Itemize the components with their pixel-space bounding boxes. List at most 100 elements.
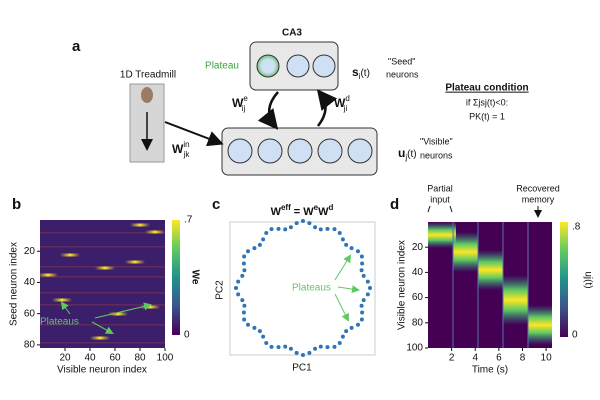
colorbar-tick-label: 0	[184, 330, 190, 341]
text-part: e	[314, 203, 319, 212]
y-tick-label: 20	[412, 242, 424, 253]
point	[307, 221, 312, 226]
point	[252, 246, 257, 251]
colorbar-label: uj(t)	[582, 271, 593, 288]
x-tick-label: 80	[134, 353, 146, 364]
point	[344, 329, 349, 334]
streak	[60, 253, 80, 257]
arrow	[91, 321, 114, 334]
x-axis-label: PC1	[292, 363, 312, 374]
point	[337, 340, 342, 345]
point	[313, 346, 318, 351]
neuron	[317, 138, 343, 164]
y-tick-label: 40	[412, 267, 424, 278]
point	[242, 317, 247, 322]
neuron	[287, 138, 313, 164]
point	[313, 225, 318, 230]
seed-suffix: neurons	[386, 69, 419, 79]
point	[318, 344, 323, 349]
point	[360, 310, 365, 315]
text-part: W	[271, 206, 282, 218]
point	[240, 298, 245, 303]
text-part: = W	[291, 206, 315, 218]
point	[301, 219, 305, 223]
point	[361, 298, 366, 303]
text-part: e	[243, 94, 248, 103]
point	[365, 279, 370, 284]
neuron	[227, 138, 253, 164]
text-part: d	[345, 94, 349, 103]
y-tick-label: 40	[24, 277, 36, 288]
condition-line: PK(t) = 1	[469, 111, 505, 121]
neuron	[347, 138, 373, 164]
x-tick-label: 10	[541, 353, 553, 364]
text-part: i	[359, 72, 361, 81]
ca3-title: CA3	[282, 28, 302, 39]
point	[252, 325, 257, 330]
row	[40, 342, 165, 344]
point	[359, 268, 364, 273]
colorbar-label: We	[189, 270, 200, 285]
arrow	[164, 121, 224, 147]
point	[257, 242, 262, 247]
point	[283, 344, 288, 349]
point	[355, 322, 360, 327]
point	[340, 334, 345, 339]
activity	[503, 275, 528, 325]
point	[355, 249, 360, 254]
y-tick-label: 60	[412, 292, 424, 303]
panel-label: a	[72, 38, 81, 55]
bracket	[427, 205, 453, 213]
y-tick-label: 80	[24, 340, 36, 351]
row	[40, 304, 165, 306]
point	[264, 231, 269, 236]
y-tick-label: 100	[406, 343, 423, 354]
row	[40, 292, 165, 294]
point	[236, 292, 241, 297]
arrow	[334, 254, 352, 281]
colorbar	[172, 220, 180, 335]
neuron	[257, 138, 283, 164]
activity	[428, 222, 456, 248]
point	[337, 231, 342, 236]
text-part: eff	[281, 203, 291, 212]
x-tick-label: 40	[84, 353, 96, 364]
colorbar-tick-label: 0	[572, 330, 578, 341]
panel-label: d	[390, 196, 399, 213]
point	[242, 254, 247, 259]
visible-suffix: neurons	[420, 150, 453, 160]
neuron	[312, 54, 336, 78]
point	[340, 237, 345, 242]
text-part: W	[318, 206, 329, 218]
point	[332, 344, 337, 349]
text-part: ij	[242, 104, 246, 113]
y-tick-label: 60	[24, 308, 36, 319]
row	[40, 246, 165, 248]
activity	[453, 232, 478, 272]
streak	[95, 266, 115, 270]
arrow	[257, 91, 279, 130]
point	[261, 237, 266, 242]
x-axis-label: Visible neuron index	[57, 365, 147, 376]
row	[40, 324, 165, 326]
streak	[90, 336, 110, 340]
streak	[145, 230, 165, 234]
text-part: in	[183, 140, 189, 149]
streak	[130, 223, 150, 227]
visible-name: "Visible"	[420, 136, 453, 146]
annotation: memory	[522, 194, 555, 204]
point	[242, 268, 247, 273]
x-tick-label: 100	[157, 353, 174, 364]
x-tick-label: 2	[449, 353, 455, 364]
point	[261, 334, 266, 339]
neuron	[256, 54, 280, 78]
annotation: Plateaus	[40, 317, 79, 328]
seed-name: "Seed"	[388, 56, 415, 66]
point	[349, 246, 354, 251]
point	[246, 249, 251, 254]
neuron	[286, 54, 310, 78]
point	[276, 226, 281, 231]
arrow	[337, 285, 360, 294]
point	[332, 227, 337, 232]
